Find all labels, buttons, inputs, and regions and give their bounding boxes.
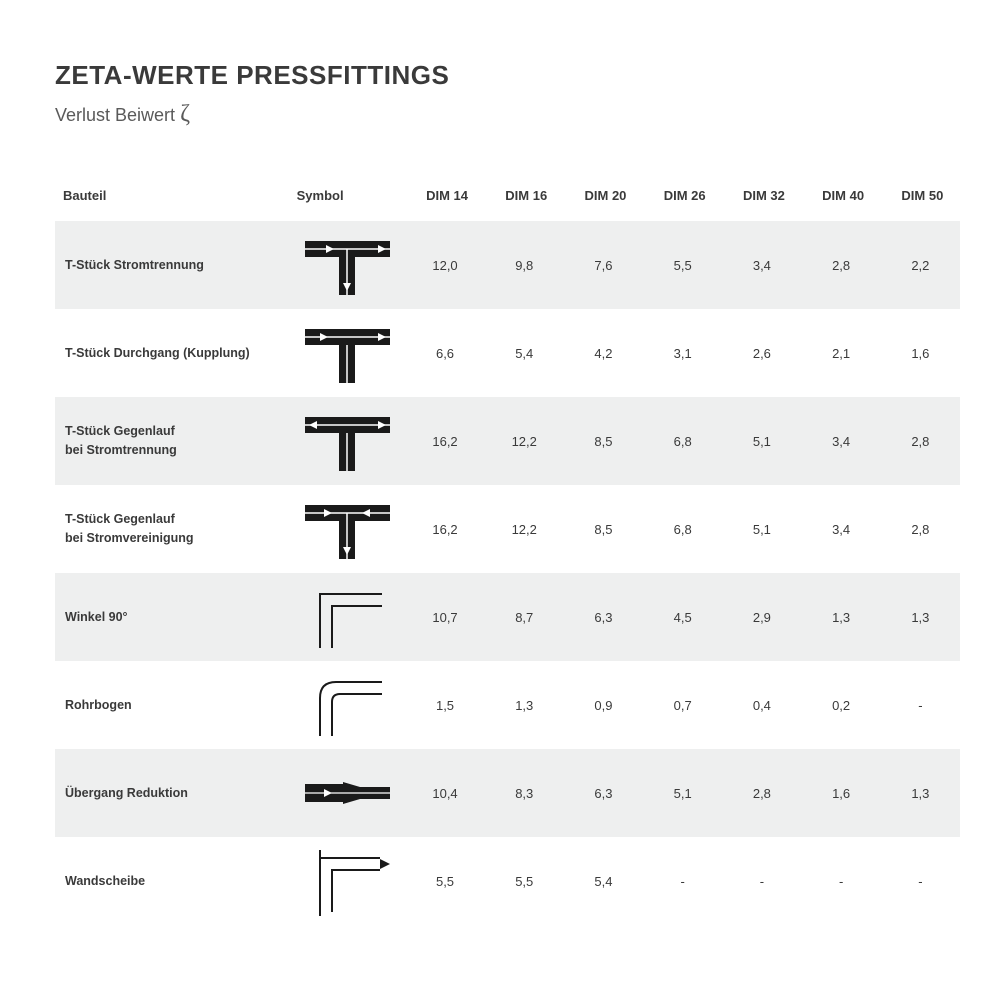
table-header-row: Bauteil Symbol DIM 14 DIM 16 DIM 20 DIM … [55,178,960,221]
value-cell: 3,4 [802,397,881,485]
value-cell: 2,8 [881,485,960,573]
value-cell: 1,6 [881,309,960,397]
value-cell: 5,1 [643,749,722,837]
value-cell: 4,2 [564,309,643,397]
value-cell: 6,8 [643,485,722,573]
table-row: T-Stück Gegenlaufbei Stromvereinigung 16,… [55,485,960,573]
value-cell: - [881,661,960,749]
value-cell: 3,4 [802,485,881,573]
value-cell: 5,1 [722,397,801,485]
value-cell: 12,2 [485,485,564,573]
row-label: Winkel 90° [55,573,289,661]
row-label: T-Stück Durchgang (Kupplung) [55,309,289,397]
value-cell: 5,1 [722,485,801,573]
value-cell: 0,7 [643,661,722,749]
row-label: Wandscheibe [55,837,289,925]
value-cell: 7,6 [564,221,643,309]
value-cell: 8,5 [564,397,643,485]
value-cell: 2,8 [881,397,960,485]
row-label: Übergang Reduktion [55,749,289,837]
row-label: Rohrbogen [55,661,289,749]
value-cell: 0,4 [722,661,801,749]
col-dim-5: DIM 40 [802,178,881,221]
zeta-symbol: ζ [180,101,190,127]
value-cell: 5,5 [405,837,484,925]
table-row: T-Stück Durchgang (Kupplung) 6,65,44,23,1… [55,309,960,397]
value-cell: 6,3 [564,573,643,661]
value-cell: 5,5 [643,221,722,309]
row-symbol [289,221,406,309]
row-symbol [289,661,406,749]
value-cell: 2,8 [722,749,801,837]
row-symbol [289,309,406,397]
value-cell: 6,6 [405,309,484,397]
value-cell: 12,0 [405,221,484,309]
table-row: Winkel 90°10,78,76,34,52,91,31,3 [55,573,960,661]
value-cell: 5,4 [564,837,643,925]
table-row: T-Stück Stromtrennung 12,09,87,65,53,42,8… [55,221,960,309]
value-cell: 8,5 [564,485,643,573]
value-cell: 0,2 [802,661,881,749]
row-label: T-Stück Stromtrennung [55,221,289,309]
value-cell: 10,4 [405,749,484,837]
value-cell: 2,1 [802,309,881,397]
value-cell: - [881,837,960,925]
value-cell: 3,1 [643,309,722,397]
value-cell: 0,9 [564,661,643,749]
table-row: Wandscheibe5,55,55,4---- [55,837,960,925]
value-cell: 5,5 [485,837,564,925]
col-dim-4: DIM 32 [722,178,801,221]
row-symbol [289,837,406,925]
row-symbol [289,485,406,573]
value-cell: 2,6 [722,309,801,397]
col-symbol: Symbol [289,178,406,221]
col-dim-6: DIM 50 [881,178,960,221]
table-row: Rohrbogen 1,51,30,90,70,40,2- [55,661,960,749]
value-cell: 5,4 [485,309,564,397]
page-title: ZETA-WERTE PRESSFITTINGS [55,60,960,91]
row-symbol [289,573,406,661]
col-dim-1: DIM 16 [485,178,564,221]
value-cell: 1,3 [881,573,960,661]
value-cell: 6,8 [643,397,722,485]
value-cell: 9,8 [485,221,564,309]
value-cell: - [802,837,881,925]
row-symbol [289,397,406,485]
col-dim-3: DIM 26 [643,178,722,221]
value-cell: - [722,837,801,925]
value-cell: 2,9 [722,573,801,661]
value-cell: 12,2 [485,397,564,485]
row-label: T-Stück Gegenlaufbei Stromvereinigung [55,485,289,573]
zeta-table: Bauteil Symbol DIM 14 DIM 16 DIM 20 DIM … [55,178,960,925]
value-cell: 1,6 [802,749,881,837]
value-cell: - [643,837,722,925]
table-row: Übergang Reduktion 10,48,36,35,12,81,61,3 [55,749,960,837]
row-label: T-Stück Gegenlaufbei Stromtrennung [55,397,289,485]
value-cell: 1,3 [881,749,960,837]
col-dim-2: DIM 20 [564,178,643,221]
col-label: Bauteil [55,178,289,221]
value-cell: 8,7 [485,573,564,661]
value-cell: 2,8 [802,221,881,309]
value-cell: 10,7 [405,573,484,661]
table-row: T-Stück Gegenlaufbei Stromtrennung 16,212… [55,397,960,485]
value-cell: 3,4 [722,221,801,309]
value-cell: 2,2 [881,221,960,309]
value-cell: 16,2 [405,485,484,573]
value-cell: 1,3 [802,573,881,661]
subtitle-text: Verlust Beiwert [55,105,180,125]
row-symbol [289,749,406,837]
value-cell: 8,3 [485,749,564,837]
value-cell: 1,3 [485,661,564,749]
page-subtitle: Verlust Beiwert ζ [55,101,960,128]
value-cell: 6,3 [564,749,643,837]
value-cell: 16,2 [405,397,484,485]
value-cell: 4,5 [643,573,722,661]
value-cell: 1,5 [405,661,484,749]
col-dim-0: DIM 14 [405,178,484,221]
